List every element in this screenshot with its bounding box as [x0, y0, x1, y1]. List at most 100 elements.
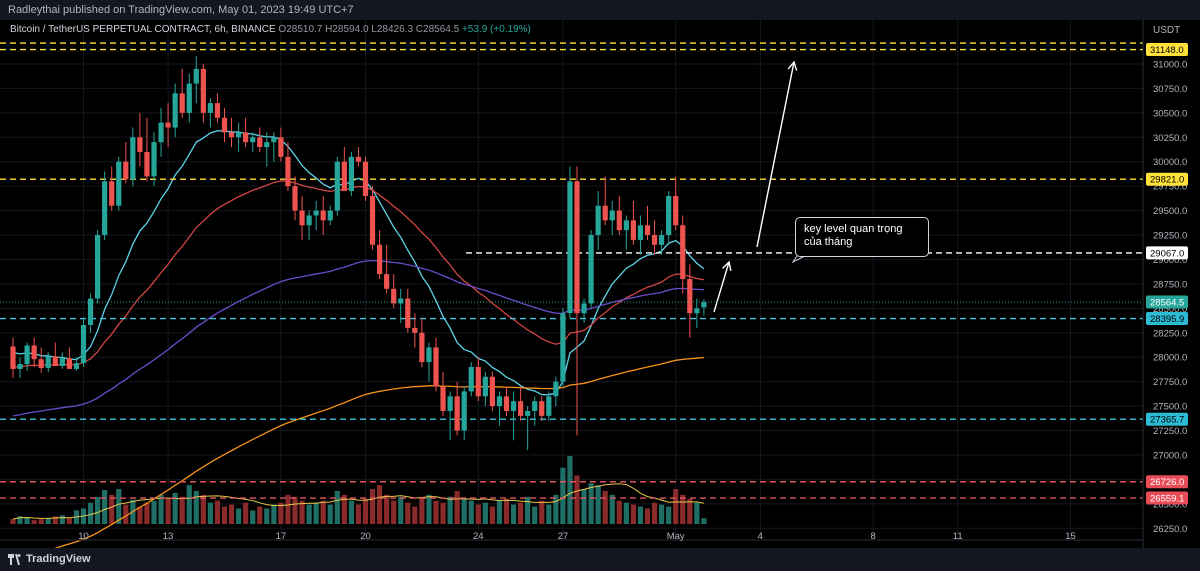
volume-bar [651, 502, 658, 524]
candle-body [334, 161, 340, 211]
candle-body [574, 181, 580, 314]
candle-body [659, 235, 665, 245]
candles[interactable] [10, 56, 707, 451]
symbol-legend: Bitcoin / TetherUS PERPETUAL CONTRACT, 6… [10, 24, 531, 35]
candle-body [285, 156, 291, 187]
volume-bar [257, 506, 263, 524]
last-price-label: 28564.5 [1150, 298, 1184, 309]
candle-body [193, 68, 199, 84]
candle-body [440, 386, 446, 411]
candle-body [320, 210, 326, 221]
candle-body [398, 298, 404, 304]
publisher-bar: Radleythai published on TradingView.com,… [0, 0, 1200, 20]
candle-body [17, 364, 23, 369]
candle [165, 103, 171, 148]
candle [510, 391, 517, 441]
candle-body [299, 210, 305, 226]
candle-body [250, 137, 256, 143]
candle-body [637, 225, 644, 240]
candle-body [623, 220, 629, 231]
x-tick-label: 13 [163, 531, 174, 542]
candle [489, 371, 495, 411]
footer-brand[interactable]: TradingView [26, 553, 91, 565]
change-value: +53.9 (+0.19%) [461, 24, 531, 35]
price-level-tag-label: 26559.1 [1150, 494, 1184, 505]
candle [109, 166, 115, 211]
candle [243, 117, 249, 148]
volume-bar [95, 496, 101, 524]
candle [518, 386, 524, 421]
volume-bar [687, 498, 693, 524]
volume-bar [553, 494, 559, 524]
price-level-tag [1146, 475, 1188, 489]
volume-bar [602, 490, 608, 524]
candle-body [24, 345, 30, 365]
candle [80, 318, 87, 367]
volume-bar [701, 518, 707, 524]
candle-body [701, 302, 707, 308]
candle [546, 391, 552, 421]
candle [327, 205, 333, 226]
close-value: C28564.5 [415, 24, 460, 35]
candle-body [38, 359, 44, 368]
annotation-line-1: key level quan trọng [804, 223, 903, 235]
candle-body [482, 376, 488, 397]
volume-bar [320, 500, 326, 524]
volume-bar [546, 504, 552, 524]
y-tick-label: 28250.0 [1153, 328, 1187, 339]
y-tick-label: 28500.0 [1153, 304, 1187, 315]
candle [475, 357, 481, 402]
volume-bar [532, 506, 538, 524]
volume-bar [228, 504, 235, 524]
x-tick-label: 17 [276, 531, 287, 542]
price-level-tag-label: 28395.9 [1150, 314, 1184, 325]
x-tick-label: 4 [758, 531, 763, 542]
arrow-short-head [722, 260, 732, 271]
volume-bar [306, 504, 312, 524]
volume-bar [38, 519, 44, 524]
candle [355, 147, 362, 167]
candle-body [221, 117, 228, 133]
candle [630, 200, 636, 245]
candle-body [200, 68, 206, 113]
candle [38, 347, 44, 373]
candle-body [518, 401, 524, 416]
candle [278, 127, 284, 162]
candle [313, 200, 319, 231]
y-tick-label: 30750.0 [1153, 84, 1187, 95]
footer-bar: TradingView [0, 548, 1200, 571]
volume-bar [221, 506, 228, 524]
candle [236, 122, 242, 152]
volume-bar [362, 498, 369, 524]
volume-bar [348, 500, 354, 524]
candle [102, 171, 108, 240]
annotation-callout[interactable]: key level quan trọng của tháng [795, 217, 929, 257]
candle [158, 107, 164, 157]
volume-bar [489, 506, 495, 524]
volume-bar [10, 519, 16, 524]
candle-body [419, 332, 425, 363]
volume-bar [539, 500, 545, 524]
candle-body [461, 391, 467, 431]
volume-bar [341, 494, 347, 524]
ema-fast-line [12, 130, 705, 396]
candle-body [123, 161, 129, 180]
volume-bar [271, 504, 277, 524]
volume-bar [560, 467, 566, 524]
candle-body [609, 210, 615, 221]
volume-bar [193, 490, 199, 524]
volume-bar [447, 496, 453, 524]
candle [694, 298, 700, 328]
candle-body [116, 161, 122, 206]
volume-bar [673, 489, 679, 524]
time-axis: 10 13 17 20 24 27 May 4 8 11 15 [0, 531, 1143, 542]
candle [419, 318, 425, 367]
tradingview-logo-icon [8, 554, 21, 565]
candle-body [165, 122, 171, 128]
candle [320, 195, 326, 236]
volume-bar [87, 502, 94, 524]
candle [172, 83, 178, 138]
candle [95, 230, 101, 304]
candle-body [214, 103, 221, 118]
